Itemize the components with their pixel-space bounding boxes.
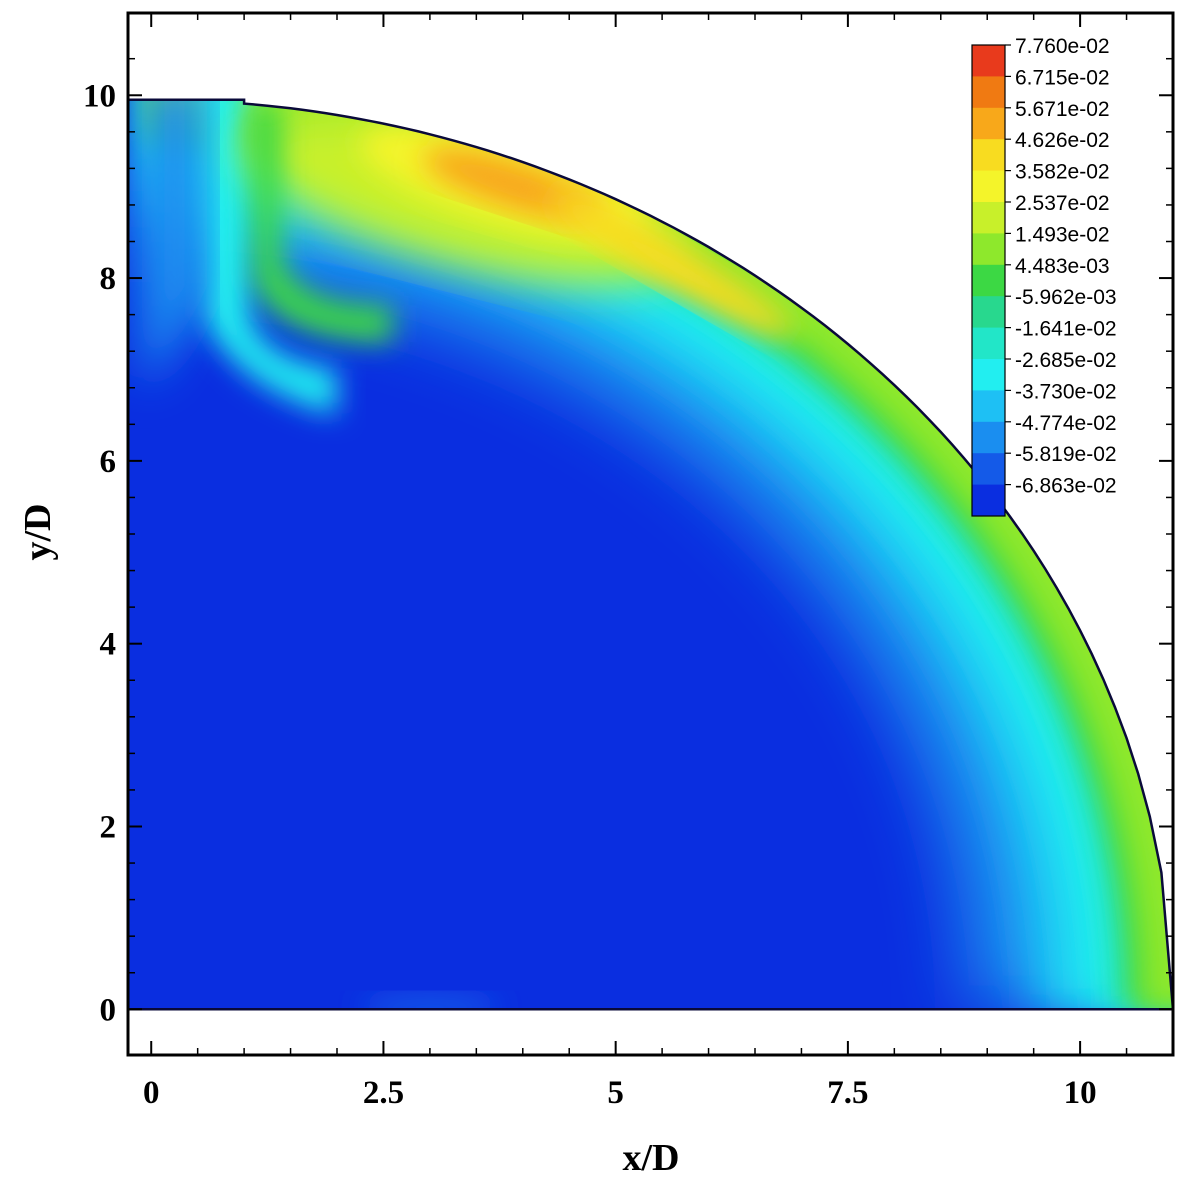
x-tick-label: 7.5 xyxy=(827,1075,868,1111)
colorbar-label: 4.626e-02 xyxy=(1015,129,1110,152)
colorbar-label: 6.715e-02 xyxy=(1015,66,1110,89)
colorbar-swatch xyxy=(972,45,1005,77)
colorbar-label: -4.774e-02 xyxy=(1015,412,1117,435)
colorbar-swatch xyxy=(972,421,1005,454)
colorbar-label: 3.582e-02 xyxy=(1015,161,1110,184)
y-axis-title: y/D xyxy=(17,504,59,561)
colorbar-label: -5.819e-02 xyxy=(1015,443,1117,466)
colorbar-swatch xyxy=(972,453,1005,486)
colorbar-legend: 7.760e-02 6.715e-02 5.671e-02 4.626e-02 3.58… xyxy=(971,35,1117,517)
x-axis-title: x/D xyxy=(623,1137,680,1179)
domain-boundary xyxy=(126,98,1175,1011)
colorbar-label: 4.483e-03 xyxy=(1015,255,1110,278)
colorbar-label: -1.641e-02 xyxy=(1015,318,1117,341)
contour-field xyxy=(128,99,1173,1010)
bottom-bump xyxy=(359,995,500,1010)
y-tick-label: 0 xyxy=(100,992,117,1028)
y-tick-label: 4 xyxy=(100,627,117,663)
colorbar-swatch xyxy=(972,170,1005,203)
colorbar-label: 7.760e-02 xyxy=(1015,35,1110,58)
colorbar-label: -5.962e-03 xyxy=(1015,286,1117,309)
colorbar-swatch xyxy=(972,359,1005,391)
colorbar-swatch xyxy=(972,139,1005,172)
colorbar-swatch xyxy=(972,233,1005,266)
colorbar-swatch xyxy=(972,107,1005,140)
colorbar-swatch xyxy=(972,264,1005,297)
colorbar-label: -2.685e-02 xyxy=(1015,349,1117,372)
colorbar-swatch xyxy=(972,202,1005,234)
colorbar-swatch xyxy=(972,76,1005,109)
left-cyan-strip xyxy=(193,99,337,416)
colorbar-label: -3.730e-02 xyxy=(1015,380,1117,403)
colorbar-label: -6.863e-02 xyxy=(1015,475,1117,498)
left-blue-strip xyxy=(141,99,207,388)
colorbar-label: 1.493e-02 xyxy=(1015,223,1110,246)
colorbar-swatch xyxy=(972,296,1005,329)
colorbar-label: 2.537e-02 xyxy=(1015,192,1110,215)
colorbar-swatch xyxy=(972,390,1005,423)
y-tick-label: 10 xyxy=(83,78,116,114)
x-tick-label: 0 xyxy=(143,1075,160,1111)
colorbar-label: 5.671e-02 xyxy=(1015,98,1110,121)
green-bend xyxy=(248,104,393,343)
y-tick-label: 6 xyxy=(100,444,117,480)
x-tick-label: 10 xyxy=(1064,1075,1097,1111)
x-tick-label: 5 xyxy=(607,1075,624,1111)
y-tick-label: 8 xyxy=(100,261,117,297)
x-tick-label: 2.5 xyxy=(363,1075,404,1111)
colorbar-swatch xyxy=(972,327,1005,360)
y-tick-label: 2 xyxy=(100,809,117,845)
y-axis-ticks: 0 2 4 6 8 10 xyxy=(83,57,1173,1028)
colorbar-swatch xyxy=(972,484,1005,517)
colorbar-frame xyxy=(971,44,1006,517)
peak-yellow-tail xyxy=(549,191,794,337)
x-axis-ticks: 0 2.5 5 7.5 10 xyxy=(143,13,1174,1111)
